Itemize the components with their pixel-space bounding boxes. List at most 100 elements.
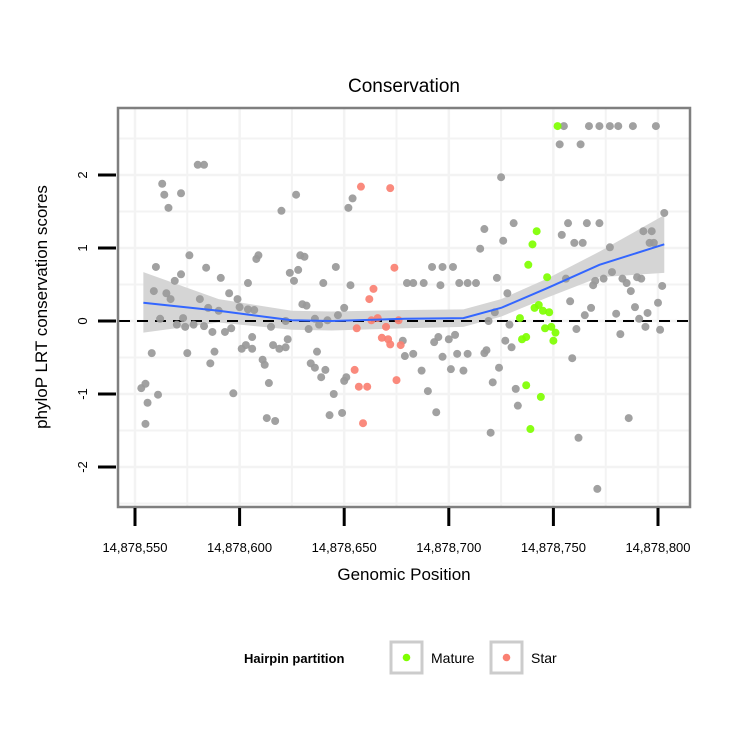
data-point-other	[555, 140, 564, 149]
data-point-other	[463, 279, 472, 288]
data-point-other	[572, 325, 581, 334]
data-point-other	[614, 122, 623, 131]
data-point-other	[591, 276, 600, 285]
data-point-other	[292, 190, 301, 199]
data-point-other	[250, 306, 259, 315]
data-point-other	[195, 295, 204, 304]
data-point-other	[285, 268, 294, 277]
data-point-mature	[515, 314, 524, 323]
data-point-other	[446, 365, 455, 374]
data-point-other	[580, 311, 589, 320]
data-point-other	[193, 160, 202, 169]
y-axis-label: phyloP LRT conservation scores	[32, 185, 51, 429]
data-point-other	[649, 238, 658, 247]
x-tick-label: 14,878,600	[207, 540, 272, 555]
x-tick-label: 14,878,750	[521, 540, 586, 555]
loess-line	[143, 243, 665, 323]
data-point-mature	[522, 381, 531, 390]
data-point-star	[354, 382, 363, 391]
data-point-star	[396, 341, 405, 350]
data-point-star	[394, 316, 403, 325]
data-point-other	[185, 251, 194, 260]
data-point-other	[164, 203, 173, 212]
data-point-other	[582, 219, 591, 228]
data-points	[137, 122, 669, 493]
legend-item-mature[interactable]: Mature	[389, 640, 475, 675]
data-point-other	[605, 243, 614, 252]
data-point-other	[656, 325, 665, 334]
data-point-other	[635, 314, 644, 323]
data-point-mature	[538, 306, 547, 315]
legend-title: Hairpin partition	[244, 651, 344, 666]
data-point-star	[359, 419, 368, 428]
y-tick-label: 2	[75, 171, 90, 178]
data-point-other	[484, 317, 493, 325]
data-point-other	[266, 322, 275, 331]
data-point-other	[262, 414, 271, 423]
data-point-other	[181, 322, 190, 331]
data-point-other	[428, 262, 437, 271]
data-point-other	[143, 398, 152, 407]
data-point-other	[471, 279, 480, 288]
data-point-star	[373, 314, 382, 323]
data-point-other	[402, 279, 411, 288]
y-axis: -2 -1 0 1 2	[75, 171, 116, 473]
data-point-other	[160, 190, 169, 199]
y-tick-label: 0	[75, 317, 90, 324]
data-point-other	[578, 238, 587, 247]
data-point-star	[386, 340, 395, 349]
data-point-other	[476, 244, 485, 253]
legend-label-mature: Mature	[431, 650, 475, 666]
data-point-other	[574, 433, 583, 442]
legend-key-star-dot	[502, 653, 511, 662]
data-point-other	[628, 122, 637, 131]
data-point-other	[170, 276, 179, 285]
data-point-other	[409, 279, 418, 288]
data-point-other	[141, 419, 150, 428]
data-point-other	[189, 320, 198, 329]
data-point-other	[325, 411, 334, 420]
data-point-other	[220, 327, 229, 336]
data-point-star	[377, 333, 386, 342]
data-point-other	[587, 303, 596, 312]
data-point-other	[243, 279, 252, 288]
data-point-other	[432, 408, 441, 417]
data-point-other	[576, 140, 585, 149]
data-point-other	[151, 262, 160, 271]
data-point-other	[438, 262, 447, 271]
data-point-other	[451, 330, 460, 339]
data-point-other	[210, 347, 219, 356]
data-point-other	[505, 320, 514, 329]
data-point-other	[622, 279, 631, 288]
data-point-other	[564, 219, 573, 228]
data-point-other	[310, 363, 319, 372]
data-point-other	[595, 122, 604, 131]
x-tick-label: 14,878,550	[102, 540, 167, 555]
data-point-other	[511, 384, 520, 393]
x-tick-label: 14,878,650	[312, 540, 377, 555]
data-point-mature	[534, 300, 543, 309]
data-point-other	[329, 390, 338, 398]
data-point-other	[507, 343, 516, 352]
data-point-other	[179, 314, 188, 323]
data-point-other	[154, 390, 163, 399]
data-point-star	[352, 324, 361, 333]
data-point-other	[503, 289, 512, 298]
data-point-other	[166, 295, 175, 304]
data-point-other	[302, 301, 311, 310]
y-tick-label: -1	[75, 388, 90, 400]
data-point-other	[158, 179, 167, 188]
data-point-other	[172, 320, 181, 329]
data-point-other	[566, 297, 575, 306]
data-point-star	[356, 182, 365, 191]
chart-title: Conservation	[348, 76, 460, 97]
data-point-star	[382, 322, 391, 331]
data-point-other	[233, 295, 242, 304]
data-point-other	[227, 324, 236, 333]
data-point-other	[639, 227, 648, 236]
data-point-other	[501, 336, 510, 345]
data-point-other	[340, 303, 349, 312]
legend-item-star[interactable]: Star	[489, 640, 557, 675]
data-point-star	[365, 295, 374, 304]
data-point-other	[417, 366, 426, 375]
